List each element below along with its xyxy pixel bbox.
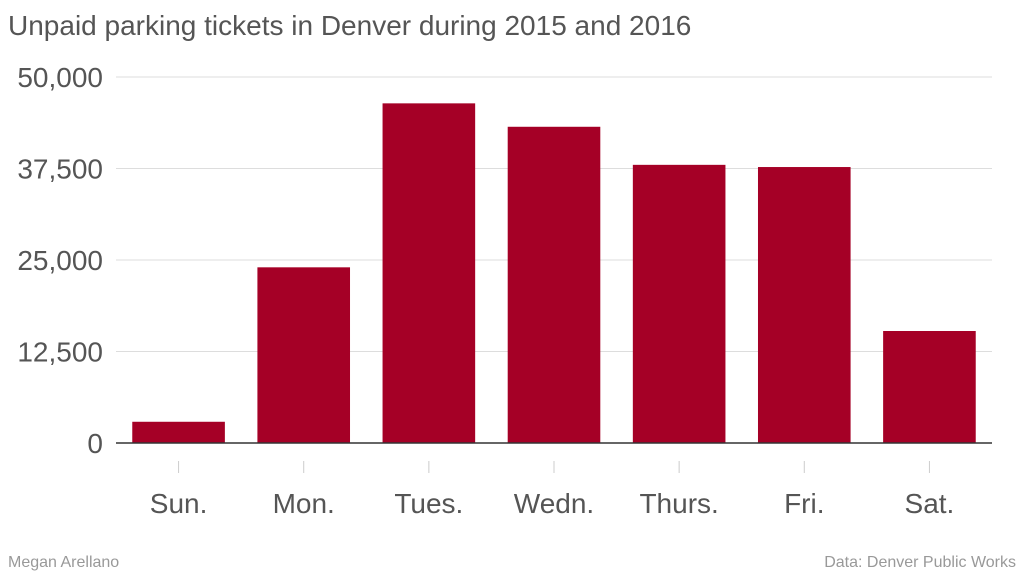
x-tick-label: Wedn. <box>514 488 594 519</box>
y-axis-ticks: 0 12,500 25,000 37,500 50,000 <box>17 62 103 459</box>
x-tick-label: Thurs. <box>639 488 718 519</box>
y-tick-label: 25,000 <box>17 245 103 276</box>
data-source: Data: Denver Public Works <box>824 554 1016 571</box>
bar-mon <box>257 267 351 443</box>
y-tick-label: 12,500 <box>17 337 103 368</box>
x-tick-label: Sat. <box>905 488 955 519</box>
y-tick-label: 50,000 <box>17 62 103 93</box>
x-tick-label: Sun. <box>150 488 208 519</box>
bar-tues <box>382 103 476 444</box>
x-tick-label: Tues. <box>394 488 463 519</box>
y-tick-label: 0 <box>87 428 103 459</box>
bar-wedn <box>507 126 601 443</box>
chart-title: Unpaid parking tickets in Denver during … <box>8 10 692 41</box>
author-credit: Megan Arellano <box>8 554 120 571</box>
x-axis-ticks: Sun. Mon. Tues. Wedn. Thurs. Fri. Sat. <box>150 461 955 519</box>
bar-sat <box>883 331 976 443</box>
bar-sun <box>132 421 225 443</box>
bar-thurs <box>632 164 726 443</box>
bar-fri <box>757 167 851 443</box>
bars <box>132 103 976 444</box>
x-tick-label: Fri. <box>784 488 824 519</box>
y-tick-label: 37,500 <box>17 154 103 185</box>
x-tick-label: Mon. <box>273 488 335 519</box>
